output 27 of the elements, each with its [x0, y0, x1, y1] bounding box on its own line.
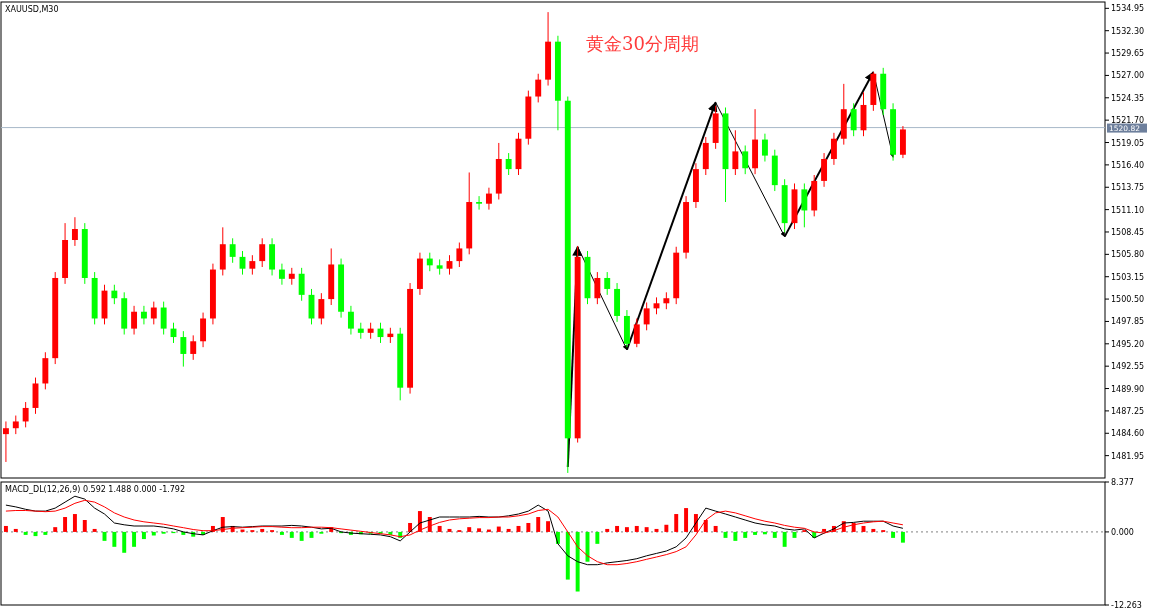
- y-tick-label: 1495.20: [1111, 339, 1145, 349]
- text: 黄金30分周期: [586, 33, 700, 54]
- y-tick-label: 1487.25: [1111, 406, 1145, 416]
- annotation: MACD_DL(12,26,9) 0.592 1.488 0.000 -1.792: [5, 485, 186, 494]
- y-tick-label: 1497.85: [1111, 317, 1145, 327]
- y-tick-label: 1532.30: [1111, 26, 1145, 36]
- y-tick-label: 1521.70: [1111, 116, 1145, 126]
- y-tick-label: 1500.50: [1111, 295, 1145, 305]
- y-tick-label: 1481.95: [1111, 451, 1145, 461]
- y-tick-label: 1489.90: [1111, 384, 1145, 394]
- y-tick-label: 1484.60: [1111, 429, 1145, 439]
- y-tick-label: 1516.40: [1111, 160, 1145, 170]
- y-tick-label: 1534.95: [1111, 4, 1145, 14]
- y-tick-label: 1529.65: [1111, 49, 1145, 59]
- annotation: XAUUSD,M30: [5, 5, 59, 14]
- y-tick-label: -12.263: [1111, 601, 1142, 610]
- y-tick-label: 1527.00: [1111, 71, 1145, 81]
- y-tick-label: 1505.80: [1111, 250, 1145, 260]
- y-tick-label: 1513.75: [1111, 183, 1145, 193]
- y-tick-label: 1503.15: [1111, 272, 1145, 282]
- y-tick-label: 1524.35: [1111, 93, 1145, 103]
- y-tick-label: 1519.05: [1111, 138, 1145, 148]
- y-tick-label: 8.377: [1111, 478, 1134, 487]
- y-tick-label: 1508.45: [1111, 227, 1145, 237]
- y-tick-label: 1511.10: [1111, 205, 1145, 215]
- y-tick-label: 1492.55: [1111, 362, 1145, 372]
- y-tick-label: 0.000: [1111, 527, 1134, 537]
